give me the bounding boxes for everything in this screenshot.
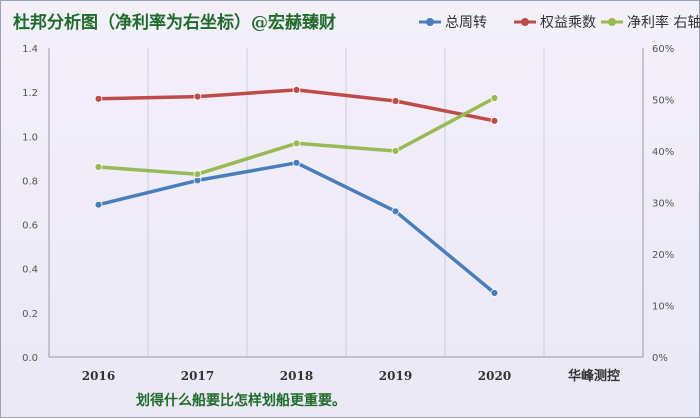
- series-group: [94, 86, 499, 297]
- data-point: [94, 163, 103, 171]
- left-tick-label: 0.2: [22, 309, 38, 320]
- legend-entry: 总周转: [419, 15, 487, 31]
- data-point: [391, 207, 400, 216]
- company-label: 华峰测控: [568, 368, 620, 384]
- x-tick-label: 2017: [181, 369, 214, 383]
- data-point: [292, 139, 301, 148]
- series-3: [94, 94, 499, 179]
- legend-swatch-marker: [521, 18, 529, 26]
- x-tick-label: 2018: [280, 369, 313, 383]
- right-tick-label: 10%: [652, 302, 674, 313]
- data-point: [94, 200, 103, 209]
- legend-label: 权益乘数: [540, 15, 596, 31]
- right-axis-ticks: 0% 10% 20% 30% 40% 50% 60%: [652, 44, 674, 364]
- left-tick-label: 0.8: [22, 176, 38, 187]
- left-tick-label: 1.0: [22, 132, 38, 143]
- data-point: [391, 97, 400, 105]
- x-tick-label: 2019: [379, 369, 412, 383]
- right-tick-label: 30%: [652, 199, 674, 210]
- x-tick-label: 2016: [82, 369, 115, 383]
- data-point: [391, 147, 400, 155]
- legend-swatch-marker: [426, 18, 434, 26]
- left-axis-ticks: 0.0 0.2 0.4 0.6 0.8 1.0 1.2 1.4: [22, 44, 38, 364]
- data-point: [193, 92, 202, 101]
- data-point: [490, 116, 499, 125]
- left-tick-label: 0.6: [22, 221, 38, 232]
- data-point: [94, 94, 103, 103]
- series-line: [96, 161, 497, 295]
- left-tick-label: 0.4: [22, 265, 38, 276]
- right-tick-label: 20%: [652, 250, 674, 261]
- series-line: [96, 88, 497, 123]
- data-point: [490, 94, 499, 102]
- series-1: [94, 158, 499, 297]
- right-tick-label: 60%: [652, 44, 674, 55]
- x-tick-label: 2020: [478, 369, 511, 383]
- grid: [147, 48, 545, 357]
- legend-entry: 净利率 右轴: [601, 14, 700, 31]
- axes: [48, 48, 644, 358]
- legend-entry: 权益乘数: [514, 15, 596, 31]
- caption: 划得什么船要比怎样划船更重要。: [136, 392, 346, 409]
- x-axis-ticks: 2016 2017 2018 2019 2020: [82, 369, 511, 383]
- chart-title: 杜邦分析图（净利率为右坐标）@宏赫臻财: [13, 12, 336, 33]
- right-tick-label: 40%: [652, 147, 674, 158]
- legend-label: 总周转: [445, 15, 487, 31]
- left-tick-label: 1.2: [22, 88, 38, 99]
- data-point: [490, 289, 499, 297]
- right-tick-label: 0%: [652, 353, 668, 364]
- series-2: [94, 86, 499, 125]
- data-point: [193, 170, 202, 179]
- left-tick-label: 0.0: [22, 353, 38, 364]
- right-tick-label: 50%: [652, 96, 674, 107]
- left-tick-label: 1.4: [22, 44, 38, 55]
- data-point: [292, 158, 301, 167]
- data-point: [292, 86, 301, 94]
- legend-swatch-marker: [608, 18, 616, 26]
- legend: 总周转 权益乘数 净利率 右轴: [419, 14, 700, 31]
- legend-label: 净利率 右轴: [627, 14, 700, 31]
